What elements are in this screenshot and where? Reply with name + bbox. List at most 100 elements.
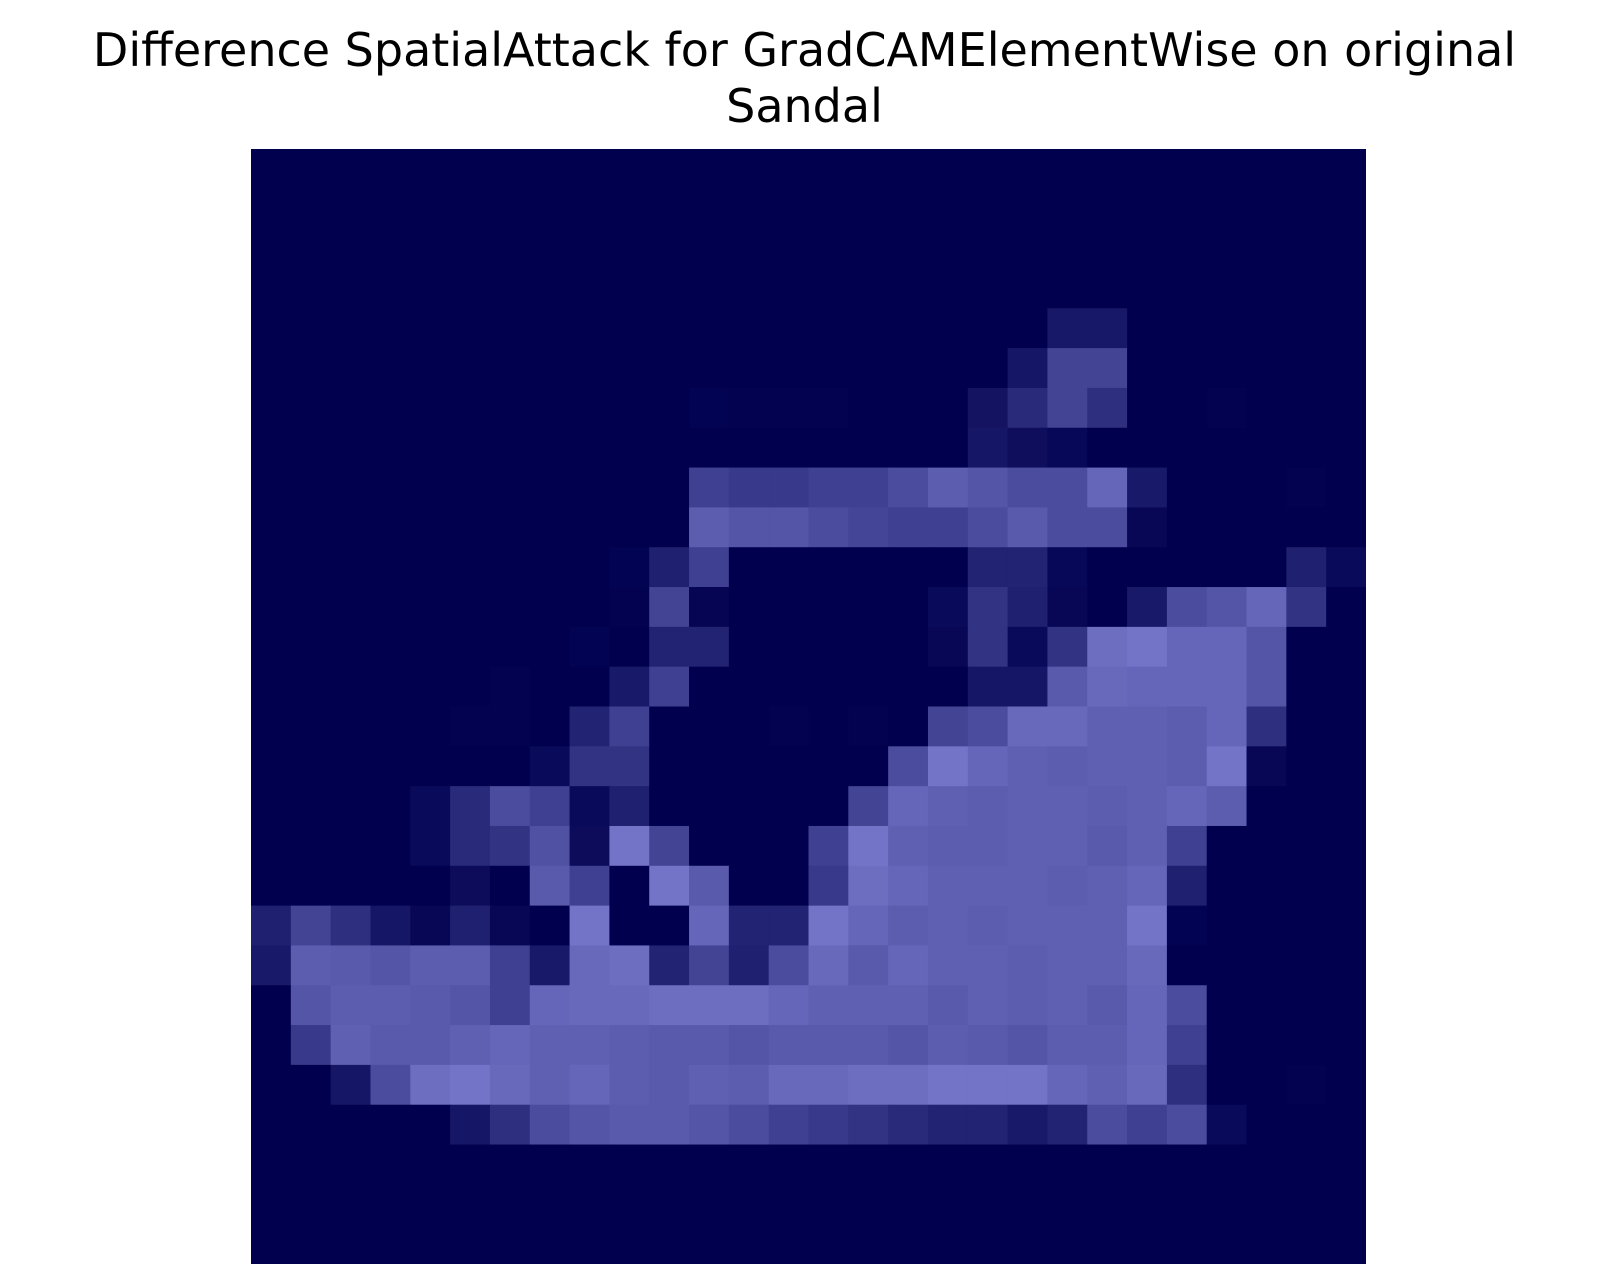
heatmap-cell-r2-c12	[728, 228, 770, 270]
heatmap-cell-r15-c24	[1206, 746, 1248, 787]
heatmap-cell-r16-c15	[848, 786, 889, 827]
heatmap-cell-r10-c13	[768, 547, 810, 588]
heatmap-cell-r6-c11	[689, 387, 730, 429]
heatmap-cell-r26-c11	[689, 1184, 730, 1225]
heatmap-cell-r23-c4	[410, 1064, 451, 1106]
heatmap-cell-r2-c20	[1047, 228, 1088, 270]
heatmap-cell-r26-c25	[1246, 1184, 1287, 1225]
heatmap-cell-r15-c11	[689, 746, 730, 787]
heatmap-cell-r9-c12	[728, 507, 770, 548]
heatmap-cell-r24-c26	[1286, 1104, 1327, 1146]
heatmap-cell-r15-c17	[927, 746, 969, 787]
heatmap-cell-r11-c11	[689, 587, 730, 628]
heatmap-cell-r20-c1	[290, 945, 332, 986]
heatmap-cell-r7-c14	[808, 427, 849, 469]
heatmap-cell-r8-c13	[768, 467, 810, 508]
heatmap-cell-r27-c4	[410, 1224, 451, 1264]
heatmap-cell-r18-c22	[1127, 865, 1168, 907]
heatmap-cell-r22-c19	[1007, 1025, 1049, 1066]
heatmap-cell-r21-c24	[1206, 985, 1248, 1026]
heatmap-cell-r25-c9	[609, 1144, 650, 1185]
heatmap-cell-r20-c3	[370, 945, 411, 986]
heatmap-cell-r14-c2	[330, 706, 372, 747]
heatmap-cell-r14-c9	[609, 706, 650, 747]
heatmap-cell-r12-c10	[649, 626, 690, 668]
heatmap-cell-r3-c8	[569, 268, 610, 309]
heatmap-cell-r2-c17	[927, 228, 969, 270]
heatmap-cell-r6-c9	[609, 387, 650, 429]
heatmap-cell-r24-c23	[1166, 1104, 1208, 1146]
heatmap-cell-r15-c3	[370, 746, 411, 787]
heatmap-cell-r17-c10	[649, 825, 690, 867]
heatmap-cell-r9-c0	[251, 507, 292, 548]
heatmap-cell-r24-c18	[967, 1104, 1009, 1146]
heatmap-cell-r17-c6	[489, 825, 531, 867]
heatmap-cell-r14-c7	[529, 706, 571, 747]
heatmap-cell-r3-c5	[450, 268, 491, 309]
heatmap-cell-r23-c15	[848, 1064, 889, 1106]
heatmap-cell-r17-c19	[1007, 825, 1049, 867]
heatmap-cell-r13-c22	[1127, 666, 1168, 708]
heatmap-cell-r25-c5	[450, 1144, 491, 1185]
heatmap-cell-r14-c20	[1047, 706, 1088, 747]
heatmap-cell-r21-c1	[290, 985, 332, 1026]
heatmap-cell-r16-c2	[330, 786, 372, 827]
heatmap-cell-r14-c17	[927, 706, 969, 747]
heatmap-cell-r19-c23	[1166, 905, 1208, 947]
heatmap-cell-r12-c15	[848, 626, 889, 668]
heatmap-cell-r22-c13	[768, 1025, 810, 1066]
heatmap-cell-r26-c3	[370, 1184, 411, 1225]
heatmap-cell-r21-c25	[1246, 985, 1287, 1026]
heatmap-cell-r10-c0	[251, 547, 292, 588]
heatmap-cell-r22-c18	[967, 1025, 1009, 1066]
heatmap-cell-r0-c13	[768, 149, 810, 190]
heatmap-cell-r27-c5	[450, 1224, 491, 1264]
heatmap-cell-r16-c23	[1166, 786, 1208, 827]
heatmap-cell-r19-c7	[529, 905, 571, 947]
heatmap-cell-r12-c19	[1007, 626, 1049, 668]
heatmap-cell-r27-c17	[927, 1224, 969, 1264]
heatmap-cell-r4-c25	[1246, 308, 1287, 349]
heatmap-cell-r3-c27	[1326, 268, 1366, 309]
heatmap-cell-r0-c3	[370, 149, 411, 190]
heatmap-cell-r25-c19	[1007, 1144, 1049, 1185]
heatmap-cell-r11-c6	[489, 587, 531, 628]
heatmap-cell-r1-c10	[649, 188, 690, 230]
heatmap-cell-r12-c17	[927, 626, 969, 668]
heatmap-cell-r7-c0	[251, 427, 292, 469]
heatmap-cell-r26-c27	[1326, 1184, 1366, 1225]
heatmap-cell-r16-c10	[649, 786, 690, 827]
heatmap-cell-r15-c26	[1286, 746, 1327, 787]
heatmap-cell-r2-c23	[1166, 228, 1208, 270]
heatmap-cell-r10-c23	[1166, 547, 1208, 588]
heatmap-cell-r19-c6	[489, 905, 531, 947]
heatmap-cell-r4-c23	[1166, 308, 1208, 349]
heatmap-cell-r16-c1	[290, 786, 332, 827]
heatmap-cell-r8-c6	[489, 467, 531, 508]
heatmap-cell-r8-c14	[808, 467, 849, 508]
heatmap-cell-r1-c17	[927, 188, 969, 230]
heatmap-cell-r3-c20	[1047, 268, 1088, 309]
heatmap-cell-r10-c1	[290, 547, 332, 588]
heatmap-cell-r1-c21	[1087, 188, 1128, 230]
heatmap-cell-r6-c27	[1326, 387, 1366, 429]
heatmap-cell-r8-c24	[1206, 467, 1248, 508]
heatmap-cell-r5-c13	[768, 348, 810, 389]
heatmap-cell-r14-c21	[1087, 706, 1128, 747]
heatmap-cell-r26-c10	[649, 1184, 690, 1225]
heatmap-cell-r11-c10	[649, 587, 690, 628]
heatmap-cell-r6-c17	[927, 387, 969, 429]
heatmap-cell-r14-c5	[450, 706, 491, 747]
heatmap-cell-r3-c16	[888, 268, 929, 309]
heatmap-cell-r5-c10	[649, 348, 690, 389]
heatmap-cell-r12-c27	[1326, 626, 1366, 668]
heatmap-cell-r23-c6	[489, 1064, 531, 1106]
heatmap-cell-r7-c16	[888, 427, 929, 469]
heatmap-cell-r12-c20	[1047, 626, 1088, 668]
heatmap-cell-r23-c16	[888, 1064, 929, 1106]
heatmap-cell-r26-c9	[609, 1184, 650, 1225]
heatmap-cell-r9-c1	[290, 507, 332, 548]
heatmap-cell-r17-c14	[808, 825, 849, 867]
heatmap-cell-r9-c19	[1007, 507, 1049, 548]
heatmap-cell-r17-c1	[290, 825, 332, 867]
